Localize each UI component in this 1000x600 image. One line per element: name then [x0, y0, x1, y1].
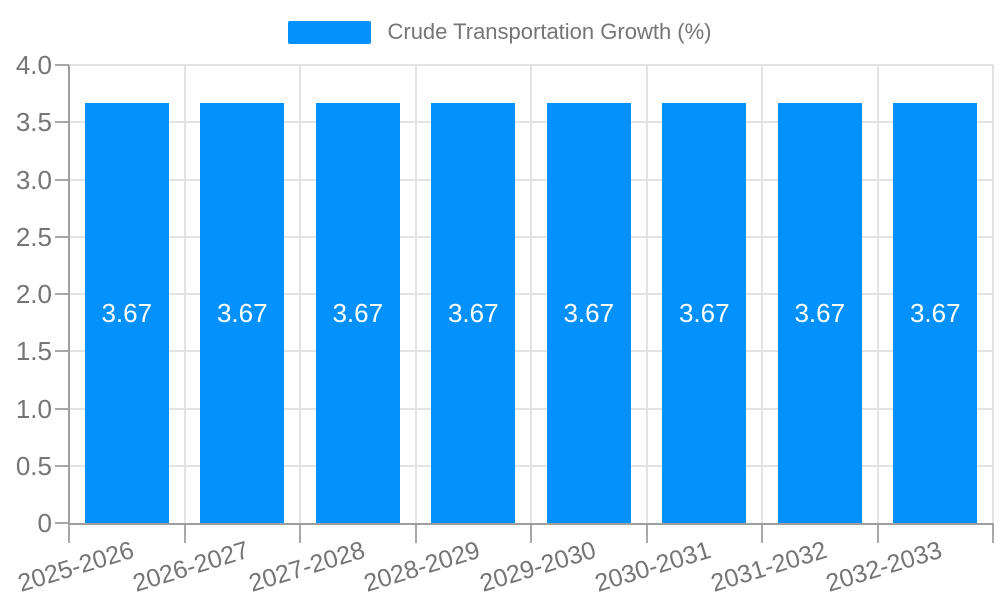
bar-value-label: 3.67 [101, 297, 153, 328]
bar [662, 102, 747, 523]
y-axis-tick [55, 64, 69, 66]
x-gridline [761, 65, 763, 523]
x-axis-tick [645, 523, 648, 543]
bar [431, 102, 516, 523]
bar [200, 102, 285, 523]
x-axis-line [68, 523, 994, 525]
x-axis-tick [299, 523, 301, 543]
y-tick-label: 1.5 [15, 336, 52, 367]
x-gridline [299, 65, 301, 523]
y-axis-tick [55, 178, 69, 181]
y-tick-label: 0.5 [15, 450, 52, 481]
y-tick-label: 3.5 [15, 107, 52, 138]
x-axis-tick [414, 523, 417, 543]
y-tick-label: 0 [37, 508, 52, 538]
x-gridline [992, 65, 994, 523]
x-gridline [414, 65, 417, 523]
bar-value-label: 3.67 [678, 297, 730, 328]
y-tick-label: 2.0 [15, 279, 52, 309]
y-axis-tick [55, 464, 69, 467]
legend[interactable]: Crude Transportation Growth (%) [0, 19, 1000, 45]
y-axis-tick [55, 293, 69, 295]
y-tick-label: 1.0 [15, 393, 52, 424]
bar [84, 102, 169, 523]
legend-label: Crude Transportation Growth (%) [387, 19, 712, 44]
bar-value-label: 3.67 [909, 297, 961, 328]
bar [546, 102, 631, 523]
y-axis-tick [55, 522, 69, 524]
y-axis-tick [55, 350, 69, 353]
x-axis-tick [876, 523, 879, 543]
x-gridline [876, 65, 879, 523]
y-tick-label: 3.0 [15, 164, 52, 195]
bar [777, 102, 862, 523]
bar [315, 102, 400, 523]
bar [893, 102, 978, 523]
x-gridline [530, 65, 532, 523]
x-axis-tick [761, 523, 763, 543]
bar-value-label: 3.67 [794, 297, 846, 328]
bar-value-label: 3.67 [216, 297, 268, 328]
y-tick-label: 4.0 [15, 50, 52, 80]
bar-value-label: 3.67 [447, 297, 499, 328]
x-gridline [183, 65, 186, 523]
x-axis-tick [183, 523, 186, 543]
x-axis-tick [530, 523, 532, 543]
x-axis-tick [68, 523, 70, 543]
y-tick-label: 2.5 [15, 221, 52, 252]
legend-swatch [288, 20, 372, 44]
y-axis-line [68, 65, 70, 525]
bar-value-label: 3.67 [332, 297, 384, 328]
bar-value-label: 3.67 [563, 297, 615, 328]
y-axis-tick [55, 407, 69, 410]
y-axis-tick [55, 121, 69, 124]
x-axis-tick [992, 523, 994, 543]
x-gridline [645, 65, 648, 523]
y-axis-tick [55, 235, 69, 238]
